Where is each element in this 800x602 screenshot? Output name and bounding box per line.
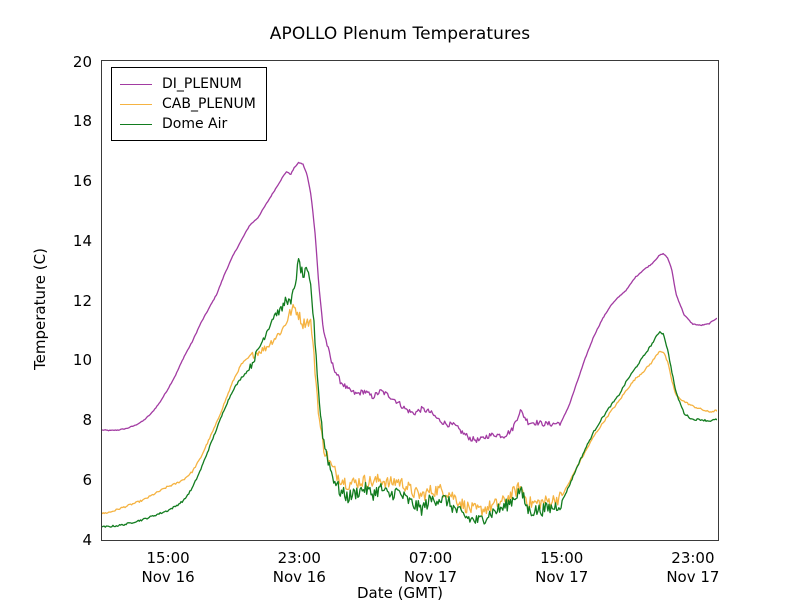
y-tick-label: 4	[82, 530, 92, 549]
legend-color-swatch	[120, 103, 152, 105]
x-tick-label: 15:00 Nov 17	[535, 549, 588, 587]
x-tick-time: 15:00	[146, 549, 190, 567]
x-tick-time: 23:00	[671, 549, 715, 567]
x-tick-label: 23:00 Nov 16	[273, 549, 326, 587]
y-tick-label: 6	[82, 470, 92, 489]
series-line-cab-plenum	[102, 303, 717, 517]
x-tick-date: Nov 17	[403, 568, 458, 586]
y-tick-label: 14	[72, 231, 92, 250]
x-tick-date: Nov 17	[535, 568, 589, 586]
legend-color-swatch	[120, 123, 152, 125]
legend-item[interactable]: Dome Air	[120, 114, 256, 134]
y-tick-label: 12	[72, 291, 92, 310]
x-tick-date: Nov 16	[141, 568, 195, 586]
legend-color-swatch	[120, 83, 152, 85]
legend-item-label: DI_PLENUM	[162, 76, 242, 92]
legend: DI_PLENUM CAB_PLENUM Dome Air	[111, 67, 267, 141]
x-tick-label: 23:00 Nov 17	[666, 549, 719, 587]
y-tick-label: 18	[72, 112, 92, 131]
x-tick-date: Nov 16	[272, 568, 326, 586]
y-tick-label: 16	[72, 172, 92, 190]
x-tick-time: 23:00	[277, 549, 321, 567]
y-tick-label: 20	[72, 52, 92, 71]
y-axis-label: Temperature (C)	[31, 248, 49, 370]
series-line-dome-air	[102, 258, 717, 528]
legend-item[interactable]: DI_PLENUM	[120, 74, 256, 94]
page-title: APOLLO Plenum Temperatures	[269, 24, 531, 44]
y-tick-label: 10	[72, 351, 92, 370]
x-tick-label: 15:00 Nov 16	[142, 549, 195, 587]
x-tick-time: 15:00	[540, 549, 584, 567]
x-tick-time: 07:00	[408, 549, 453, 567]
data-lines	[102, 161, 717, 528]
series-line-di-plenum	[102, 161, 717, 443]
legend-item[interactable]: CAB_PLENUM	[120, 94, 256, 114]
x-axis-label: Date (GMT)	[356, 584, 444, 602]
x-tick-date: Nov 17	[666, 568, 720, 586]
legend-item-label: CAB_PLENUM	[162, 96, 256, 112]
y-tick-label: 8	[82, 411, 92, 429]
x-tick-label: 07:00 Nov 17	[404, 549, 457, 587]
legend-item-label: Dome Air	[162, 116, 228, 132]
